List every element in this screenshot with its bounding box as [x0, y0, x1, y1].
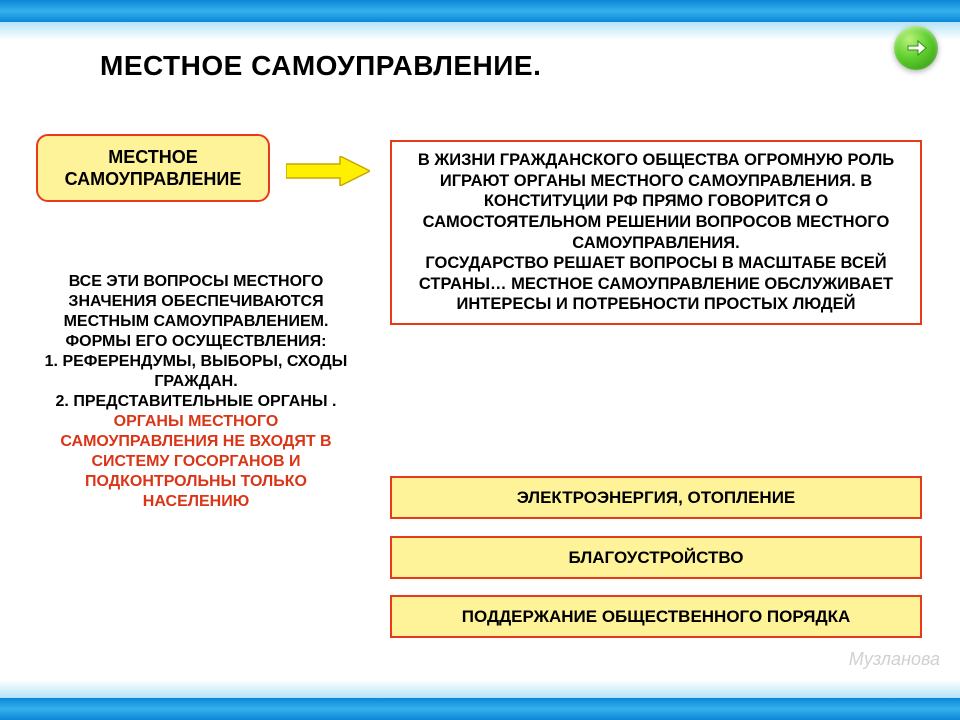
slide-title: МЕСТНОЕ САМОУПРАВЛЕНИЕ. — [100, 50, 541, 82]
top-border-bar — [0, 0, 960, 22]
main-description-part2: ГОСУДАРСТВО РЕШАЕТ ВОПРОСЫ В МАСШТАБЕ ВС… — [419, 254, 893, 313]
local-gov-line2: САМОУПРАВЛЕНИЕ — [65, 169, 242, 189]
main-description-part1: В ЖИЗНИ ГРАЖДАНСКОГО ОБЩЕСТВА ОГРОМНУЮ Р… — [418, 151, 894, 252]
top-sub-bar — [0, 22, 960, 40]
main-description-box: В ЖИЗНИ ГРАЖДАНСКОГО ОБЩЕСТВА ОГРОМНУЮ Р… — [390, 140, 922, 325]
arrow-right-icon — [904, 36, 928, 60]
local-gov-line1: МЕСТНОЕ — [108, 147, 198, 167]
forms-item2: 2. ПРЕДСТАВИТЕЛЬНЫЕ ОРГАНЫ . — [56, 393, 337, 410]
local-self-government-box: МЕСТНОЕ САМОУПРАВЛЕНИЕ — [36, 134, 270, 202]
bottom-border-bar — [0, 698, 960, 720]
bar1-label: ЭЛЕКТРОЭНЕРГИЯ, ОТОПЛЕНИЕ — [517, 488, 796, 507]
watermark-text: Музланова — [849, 649, 940, 670]
bar2-label: БЛАГОУСТРОЙСТВО — [569, 548, 744, 567]
forms-intro: ВСЕ ЭТИ ВОПРОСЫ МЕСТНОГО ЗНАЧЕНИЯ ОБЕСПЕ… — [64, 273, 329, 350]
service-bar-public-order: ПОДДЕРЖАНИЕ ОБЩЕСТВЕННОГО ПОРЯДКА — [390, 595, 922, 638]
forms-description-box: ВСЕ ЭТИ ВОПРОСЫ МЕСТНОГО ЗНАЧЕНИЯ ОБЕСПЕ… — [36, 262, 356, 522]
bottom-sub-bar — [0, 680, 960, 698]
service-bar-improvement: БЛАГОУСТРОЙСТВО — [390, 536, 922, 579]
next-slide-button[interactable] — [894, 26, 938, 70]
service-bar-electricity: ЭЛЕКТРОЭНЕРГИЯ, ОТОПЛЕНИЕ — [390, 476, 922, 519]
forms-item1: 1. РЕФЕРЕНДУМЫ, ВЫБОРЫ, СХОДЫ ГРАЖДАН. — [45, 353, 348, 390]
bar3-label: ПОДДЕРЖАНИЕ ОБЩЕСТВЕННОГО ПОРЯДКА — [462, 607, 851, 626]
forms-red-note: ОРГАНЫ МЕСТНОГО САМОУПРАВЛЕНИЯ НЕ ВХОДЯТ… — [40, 412, 352, 512]
arrow-right — [286, 156, 370, 186]
